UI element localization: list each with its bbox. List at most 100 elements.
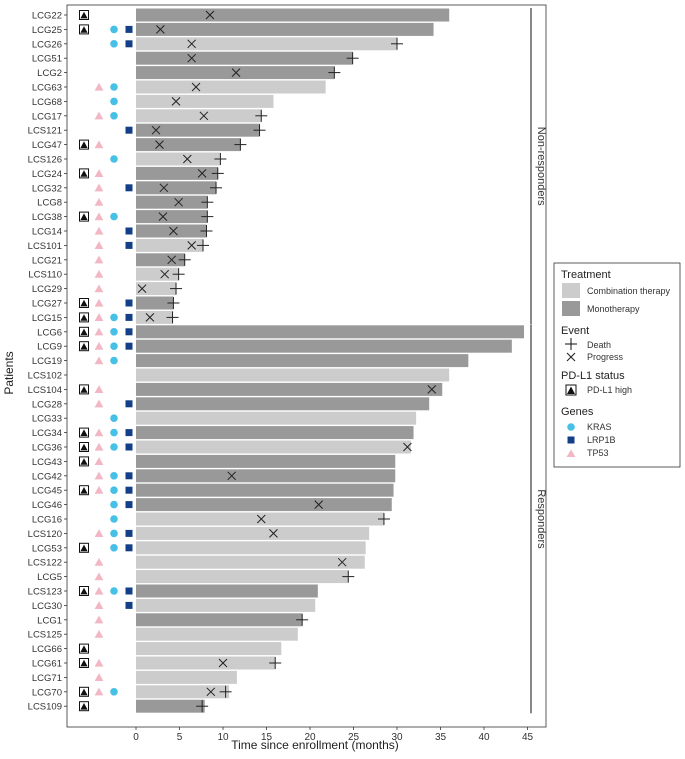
bar [136, 570, 348, 583]
kras-marker [110, 530, 118, 538]
lrp1b-marker [126, 487, 133, 494]
tp53-marker [95, 270, 104, 278]
lrp1b-marker [126, 127, 133, 134]
tp53-marker [95, 284, 104, 292]
bar [136, 124, 260, 137]
bar [136, 556, 365, 569]
y-tick-label: LCG9 [37, 342, 62, 353]
legend-kras-label: KRAS [587, 422, 612, 432]
lrp1b-marker [126, 472, 133, 479]
y-tick-label: LCG32 [32, 183, 62, 194]
pdl1-high-icon [566, 385, 576, 395]
y-tick-label: LCG25 [32, 25, 62, 36]
tp53-marker [95, 529, 104, 537]
y-tick-label: LCG68 [32, 97, 62, 108]
y-tick-label: LCG26 [32, 39, 62, 50]
bar [136, 181, 216, 194]
lrp1b-marker [126, 343, 133, 350]
y-tick-label: LCG43 [32, 457, 62, 468]
bar [136, 383, 442, 396]
y-tick-label: LCG42 [32, 471, 62, 482]
swimmer-chart: 0 5 10 15 20 25 30 35 40 45LCG22LCG25LCG26LCG51LC… [0, 0, 685, 759]
tp53-marker [95, 313, 104, 321]
bar [136, 426, 414, 439]
lrp1b-marker [126, 544, 133, 551]
kras-icon [567, 423, 575, 431]
kras-marker [110, 155, 118, 163]
tp53-marker [95, 443, 104, 451]
bar [136, 657, 275, 670]
y-tick-label: LCG5 [37, 572, 62, 583]
y-tick-label: LCG51 [32, 54, 62, 65]
lrp1b-marker [126, 184, 133, 191]
tp53-marker [95, 328, 104, 336]
bar [136, 23, 434, 36]
tp53-marker [95, 558, 104, 566]
x-tick-label: 40 [478, 732, 490, 743]
legend: Treatment Combination therapy Monotherap… [554, 263, 680, 467]
y-tick-label: LCG8 [37, 198, 62, 209]
tp53-marker [95, 659, 104, 667]
bar [136, 455, 395, 468]
legend-pdl1-label: PD-L1 high [587, 385, 632, 395]
bar [136, 253, 185, 266]
kras-marker [110, 40, 118, 48]
y-tick-label: LCG36 [32, 443, 62, 454]
y-tick-label: LCG19 [32, 356, 62, 367]
y-tick-label: LCS104 [28, 385, 62, 396]
lrp1b-marker [126, 602, 133, 609]
tp53-marker [95, 112, 104, 120]
tp53-marker [95, 198, 104, 206]
y-tick-label: LCG47 [32, 140, 62, 151]
bar [136, 153, 220, 166]
y-tick-label: LCG15 [32, 313, 62, 324]
kras-marker [110, 587, 118, 595]
bar [136, 167, 218, 180]
y-tick-label: LCG53 [32, 543, 62, 554]
y-tick-label: LCS122 [28, 558, 62, 569]
legend-treatment-title: Treatment [561, 269, 611, 281]
y-tick-label: LCS125 [28, 630, 62, 641]
bar [136, 138, 240, 151]
bar [136, 9, 449, 22]
tp53-marker [95, 83, 104, 91]
bar [136, 498, 392, 511]
tp53-marker [95, 184, 104, 192]
tp53-marker [95, 299, 104, 307]
group-label: Non-responders [535, 127, 547, 206]
bar [136, 52, 353, 65]
y-tick-label: LCG1 [37, 615, 62, 626]
y-tick-label: LCG14 [32, 227, 62, 238]
bar [136, 599, 315, 612]
lrp1b-icon [568, 437, 575, 444]
tp53-marker [95, 572, 104, 580]
kras-marker [110, 414, 118, 422]
y-tick-label: LCG71 [32, 673, 62, 684]
legend-monotherapy-swatch [562, 301, 580, 316]
tp53-marker [95, 385, 104, 393]
lrp1b-marker [126, 242, 133, 249]
bar [136, 66, 334, 79]
kras-marker [110, 486, 118, 494]
bar [136, 81, 326, 94]
y-tick-label: LCS109 [28, 702, 62, 713]
tp53-marker [95, 601, 104, 609]
kras-marker [110, 472, 118, 480]
kras-marker [110, 342, 118, 350]
bar [136, 225, 206, 238]
kras-marker [110, 357, 118, 365]
tp53-marker [95, 457, 104, 465]
lrp1b-marker [126, 501, 133, 508]
tp53-marker [95, 688, 104, 696]
bar [136, 95, 273, 108]
tp53-marker [95, 227, 104, 235]
tp53-marker [95, 342, 104, 350]
lrp1b-marker [126, 588, 133, 595]
tp53-marker [95, 428, 104, 436]
y-tick-label: LCS126 [28, 155, 62, 166]
legend-tp53-label: TP53 [587, 448, 609, 458]
y-tick-label: LCG27 [32, 299, 62, 310]
kras-marker [110, 515, 118, 523]
bar [136, 527, 369, 540]
legend-event-title: Event [561, 325, 589, 337]
